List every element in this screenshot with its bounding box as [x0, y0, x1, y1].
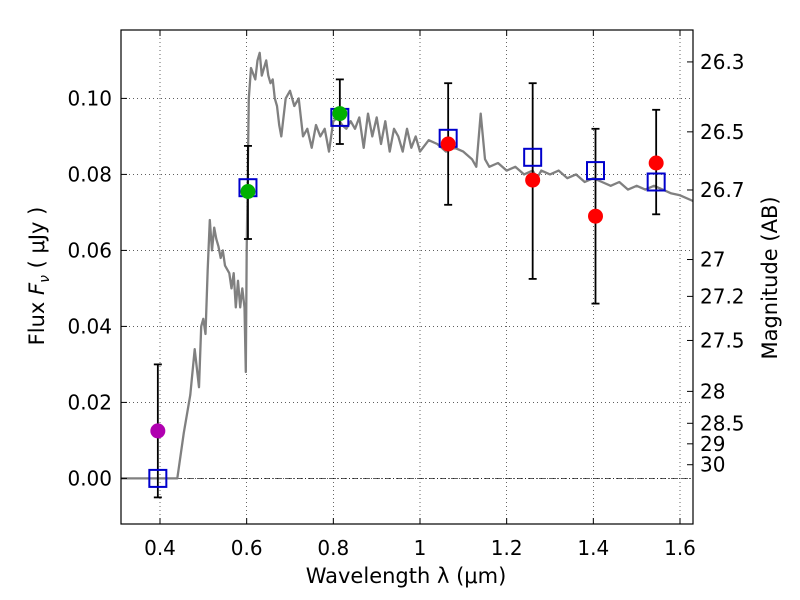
y-axis-ticks: 0.00 0.02 0.04 0.06 0.08 0.10: [67, 86, 127, 490]
magnitude-tick-label: 27.2: [700, 284, 745, 308]
x-tick-label: 1.2: [491, 536, 523, 560]
x-tick-label: 1: [414, 536, 427, 560]
magnitude-tick-label: 26.5: [700, 120, 745, 144]
magnitude-tick-label: 29: [700, 432, 725, 456]
model-band-flux-point: [523, 147, 543, 167]
observed-flux-point: [525, 172, 541, 188]
y-tick-label: 0.00: [67, 466, 112, 490]
observed-flux-point: [150, 423, 166, 439]
y-tick-label: 0.02: [67, 390, 112, 414]
model-band-flux-markers: [148, 107, 666, 488]
plot-frame: [120, 29, 694, 525]
observed-flux-markers: [150, 106, 664, 439]
x-axis-ticks: 0.4 0.6 0.8 1 1.2 1.4 1.6: [144, 30, 696, 560]
y-tick-label: 0.06: [67, 238, 112, 262]
model-band-flux-point: [586, 161, 605, 181]
x-tick-label: 0.4: [144, 536, 176, 560]
magnitude-tick-label: 28: [700, 379, 725, 403]
y-axis-label-suffix: ( μJy ): [25, 207, 49, 275]
magnitude-tick-label: 27: [700, 248, 725, 272]
observed-flux-point: [332, 106, 348, 122]
observed-flux-point: [648, 155, 664, 171]
model-band-flux-point: [148, 468, 168, 488]
y-axis-label-variable: F: [25, 282, 49, 295]
y-axis-label-prefix: Flux: [25, 295, 49, 345]
magnitude-axis-label: Magnitude (AB): [758, 196, 782, 359]
observed-flux-point: [588, 208, 603, 224]
observed-flux-point: [240, 184, 256, 199]
magnitude-tick-label: 30: [700, 453, 725, 477]
x-tick-label: 0.8: [317, 536, 349, 560]
y-axis-label-subscript: ν: [37, 275, 53, 283]
x-tick-label: 1.6: [664, 536, 696, 560]
y-tick-label: 0.10: [67, 86, 112, 110]
model-band-flux-point: [646, 172, 666, 192]
observed-flux-point: [440, 136, 456, 152]
magnitude-tick-label: 27.5: [700, 328, 745, 352]
x-tick-label: 0.6: [231, 536, 263, 560]
magnitude-tick-label: 26.7: [700, 178, 745, 202]
error-bars: [153, 78, 661, 499]
y-axis-label: Flux Fν ( μJy ): [25, 207, 53, 346]
x-tick-label: 1.4: [577, 536, 609, 560]
x-axis-label: Wavelength λ (μm): [306, 564, 507, 588]
y-tick-label: 0.04: [67, 314, 112, 338]
magnitude-tick-label: 26.3: [700, 50, 745, 74]
spectrum-line: [121, 51, 694, 480]
y-tick-label: 0.08: [67, 162, 112, 186]
model-spectrum-line: [121, 51, 694, 480]
magnitude-tick-label: 28.5: [700, 411, 745, 435]
